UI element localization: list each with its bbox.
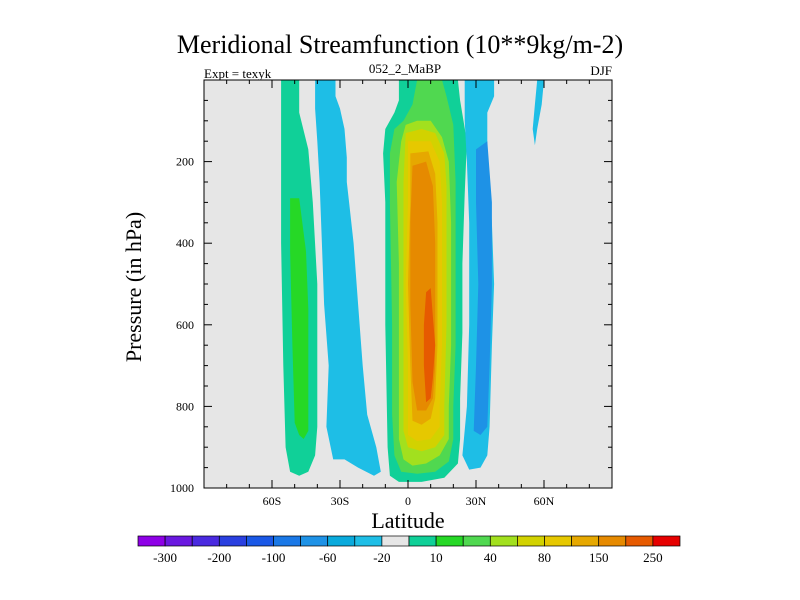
contour-nh-midlat-negative-core xyxy=(473,141,492,435)
chart-title: Meridional Streamfunction (10**9kg/m-2) xyxy=(176,30,624,59)
colorbar-label: 40 xyxy=(484,550,497,565)
colorbar-label: -60 xyxy=(319,550,336,565)
season-label: DJF xyxy=(590,63,612,78)
colorbar-swatch xyxy=(327,535,356,547)
x-tick-label: 60S xyxy=(263,494,282,508)
colorbar-swatch xyxy=(408,535,437,547)
colorbar-swatch xyxy=(489,535,518,547)
colorbar-swatch xyxy=(354,535,383,547)
colorbar-swatch xyxy=(517,535,545,547)
x-tick-label: 30N xyxy=(466,494,487,508)
colorbar-label: 250 xyxy=(643,550,663,565)
colorbar-swatch xyxy=(218,535,247,547)
contour-sh-polar-positive-core xyxy=(290,198,309,439)
x-tick-label: 30S xyxy=(331,494,350,508)
colorbar-swatch xyxy=(137,535,166,547)
colorbar-label: -300 xyxy=(153,550,177,565)
colorbar-label: 80 xyxy=(538,550,551,565)
colorbar-swatch xyxy=(435,535,464,547)
x-tick-label: 0 xyxy=(405,494,411,508)
contour-sh-midlat-negative xyxy=(315,80,381,476)
colorbar-swatch xyxy=(625,535,654,547)
colorbar: -300 -200 -100 -60 -20 10 40 80 150 250 xyxy=(137,535,681,565)
y-tick-label: 800 xyxy=(176,399,194,413)
colorbar-swatch xyxy=(462,535,491,547)
colorbar-swatch xyxy=(300,535,329,547)
colorbar-label: -20 xyxy=(373,550,390,565)
colorbar-swatch xyxy=(273,535,301,547)
colorbar-swatch xyxy=(164,535,193,547)
x-tick-label: 60N xyxy=(534,494,555,508)
contour-nh-polar-negative xyxy=(532,80,544,146)
axis-ticks: 60S 30S 0 30N 60N 200 400 600 800 1000 xyxy=(170,80,613,508)
colorbar-label: 10 xyxy=(430,550,443,565)
colorbar-swatch xyxy=(544,535,572,547)
y-tick-label: 1000 xyxy=(170,481,194,495)
y-tick-label: 600 xyxy=(176,318,194,332)
colorbar-swatch xyxy=(381,535,410,547)
colorbar-label: -100 xyxy=(262,550,286,565)
colorbar-label: -200 xyxy=(207,550,231,565)
experiment-label: Expt = texyk xyxy=(204,66,272,81)
colorbar-swatch xyxy=(246,535,274,547)
case-label: 052_2_MaBP xyxy=(368,61,442,76)
colorbar-swatch xyxy=(191,535,220,547)
colorbar-label: 150 xyxy=(589,550,609,565)
colorbar-swatch xyxy=(598,535,627,547)
y-axis-label: Pressure (in hPa) xyxy=(121,212,146,362)
colorbar-swatch xyxy=(571,535,600,547)
y-tick-label: 200 xyxy=(176,155,194,169)
y-tick-label: 400 xyxy=(176,236,194,250)
colorbar-swatch xyxy=(652,535,681,547)
contour-tropical-cell-core xyxy=(423,288,436,403)
x-axis-label: Latitude xyxy=(371,508,444,533)
contour-fills xyxy=(281,80,544,482)
